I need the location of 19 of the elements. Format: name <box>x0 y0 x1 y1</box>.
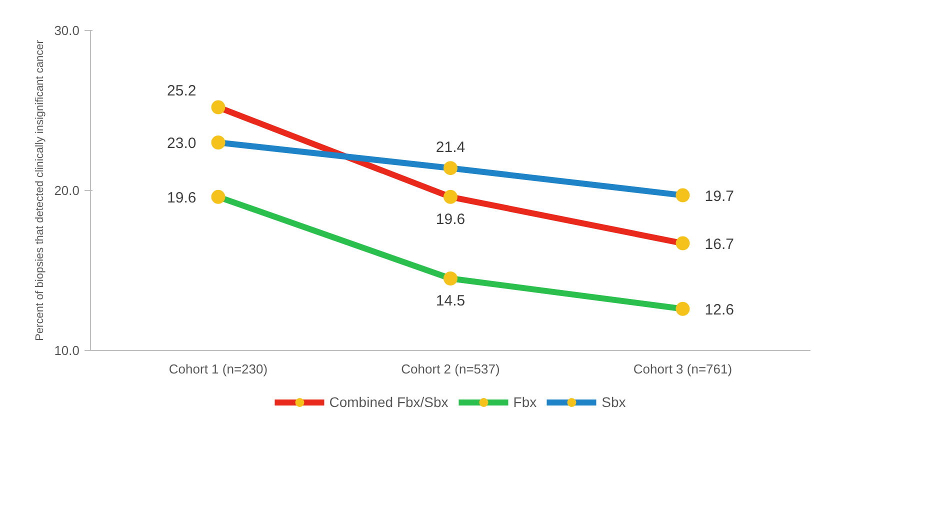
data-label: 19.6 <box>436 210 466 228</box>
x-tick-label: Cohort 1 (n=230) <box>168 362 268 376</box>
data-label: 19.7 <box>704 188 734 205</box>
data-label: 25.2 <box>167 82 196 100</box>
legend-label: Fbx <box>513 394 537 410</box>
y-axis-title: Percent of biopsies that detected clinically insignificant cancer <box>34 40 46 341</box>
legend-label: Sbx <box>602 394 626 410</box>
data-label: 19.6 <box>167 189 196 206</box>
data-label: 23.0 <box>167 135 196 152</box>
legend-label: Combined Fbx/Sbx <box>329 394 448 410</box>
y-tick-label: 20.0 <box>54 183 80 198</box>
y-tick-label: 10.0 <box>54 343 80 358</box>
x-tick-label: Cohort 2 (n=537) <box>401 362 500 376</box>
y-tick-label: 30.0 <box>54 23 80 38</box>
data-label: 14.5 <box>436 292 466 310</box>
data-label: 21.4 <box>436 139 466 156</box>
x-tick-label: Cohort 3 (n=761) <box>633 362 732 376</box>
data-label: 12.6 <box>704 301 734 318</box>
data-label: 16.7 <box>704 236 734 253</box>
